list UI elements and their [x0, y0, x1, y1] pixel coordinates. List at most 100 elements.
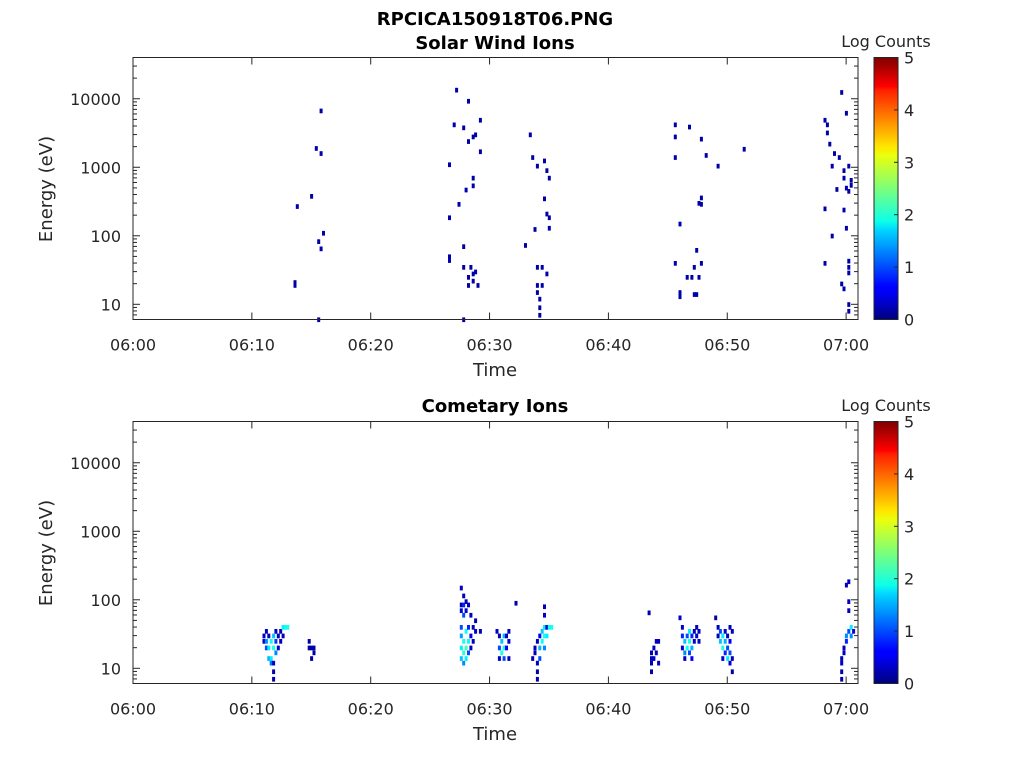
spectrogram-cell [840, 90, 844, 95]
cometary-plot-frame [132, 421, 859, 684]
spectrogram-cell [272, 645, 276, 651]
spectrogram-cell [540, 265, 544, 270]
spectrogram-cell [538, 296, 542, 302]
x-tick-label: 06:40 [585, 700, 631, 719]
spectrogram-cell [464, 656, 468, 661]
spectrogram-cell [538, 656, 542, 661]
spectrogram-cell [699, 195, 703, 201]
spectrogram-cell [726, 633, 730, 639]
solar-wind-panel: Solar Wind Ions 06:00 06:10 06:20 06:30 06:4… [36, 32, 931, 381]
colorbar-tick-label: 2 [904, 206, 914, 225]
solar-wind-colorbar-gradient [873, 57, 899, 320]
spectrogram-cell [844, 110, 848, 116]
spectrogram-cell [469, 265, 473, 270]
cometary-y-axis-label: Energy (eV) [36, 500, 57, 606]
spectrogram-cell [650, 656, 653, 661]
spectrogram-cell [279, 639, 283, 644]
spectrogram-cell [721, 656, 725, 661]
spectrogram-cell [543, 625, 546, 630]
y-tick-label: 10000 [70, 454, 121, 473]
spectrogram-cell [538, 312, 542, 318]
spectrogram-cell [847, 163, 851, 169]
colorbar-tick-label: 4 [904, 101, 914, 120]
spectrogram-cell [847, 265, 851, 270]
x-tick-label: 07:00 [823, 700, 869, 719]
spectrogram-cell [312, 645, 316, 651]
spectrogram-cell [524, 243, 527, 248]
spectrogram-cell [540, 639, 544, 644]
cometary-cells [262, 579, 856, 682]
spectrogram-cell [716, 163, 720, 169]
spectrogram-cell [314, 146, 318, 151]
spectrogram-cell [269, 656, 273, 661]
spectrogram-cell [462, 602, 466, 608]
cometary-x-ticks: 06:00 06:10 06:20 06:30 06:40 06:50 07:00 [110, 421, 869, 719]
spectrogram-cell [535, 290, 539, 295]
spectrogram-cell [464, 608, 468, 613]
spectrogram-cell [535, 639, 539, 644]
spectrogram-cell [680, 633, 684, 639]
spectrogram-cell [849, 178, 853, 183]
spectrogram-cell [533, 650, 537, 656]
y-tick-label: 10 [101, 659, 121, 678]
spectrogram-cell [507, 656, 511, 661]
spectrogram-cell [279, 629, 283, 634]
spectrogram-cell [685, 275, 689, 280]
spectrogram-cell [543, 612, 546, 618]
spectrogram-cell [469, 612, 473, 618]
x-tick-label: 06:10 [229, 336, 275, 355]
spectrogram-cell [697, 275, 701, 280]
cometary-colorbar-ticks: 0 1 2 3 4 5 [894, 413, 914, 694]
colorbar-tick-label: 0 [904, 311, 914, 330]
spectrogram-cell [842, 650, 846, 656]
spectrogram-cell [535, 676, 539, 682]
spectrogram-cell [540, 629, 544, 634]
spectrogram-cell [721, 633, 725, 639]
spectrogram-cell [478, 117, 482, 123]
spectrogram-cell [531, 155, 535, 160]
spectrogram-cell [293, 280, 297, 285]
spectrogram-cell [654, 639, 658, 644]
spectrogram-cell [690, 656, 694, 661]
spectrogram-cell [448, 258, 451, 263]
spectrogram-cell [849, 633, 853, 639]
spectrogram-cell [317, 239, 321, 244]
spectrogram-cell [847, 608, 851, 613]
y-tick-label: 10 [101, 295, 121, 314]
spectrogram-cell [545, 168, 549, 173]
spectrogram-cell [502, 645, 506, 651]
spectrogram-cell [678, 290, 682, 295]
solar-wind-x-ticks: 06:00 06:10 06:20 06:30 06:40 06:50 07:00 [110, 57, 869, 355]
spectrogram-cell [276, 633, 280, 639]
spectrogram-cell [267, 656, 271, 661]
x-tick-label: 06:50 [704, 336, 750, 355]
spectrogram-cell [448, 162, 451, 168]
spectrogram-cell [730, 669, 734, 675]
spectrogram-cell [695, 248, 699, 253]
spectrogram-cell [457, 202, 461, 207]
spectrogram-cell [264, 629, 268, 634]
spectrogram-cell [678, 221, 682, 227]
cometary-x-axis-label: Time [472, 724, 517, 745]
spectrogram-cell [545, 211, 549, 217]
spectrogram-cell [547, 225, 551, 231]
colorbar-tick-label: 1 [904, 622, 914, 641]
spectrogram-cell [647, 610, 651, 616]
panel-title-solar-wind: Solar Wind Ions [415, 33, 574, 54]
spectrogram-cell [467, 275, 470, 280]
spectrogram-cell [272, 676, 276, 682]
spectrogram-cell [726, 656, 730, 661]
spectrogram-cell [310, 645, 314, 651]
spectrogram-cell [728, 625, 732, 630]
spectrogram-cell [718, 639, 722, 644]
spectrogram-cell [262, 639, 266, 644]
spectrogram-cell [847, 629, 851, 634]
spectrogram-cell [847, 270, 851, 276]
spectrogram-cell [697, 639, 701, 644]
spectrogram-cell [692, 265, 696, 270]
spectrogram-cell [307, 639, 311, 644]
solar-wind-colorbar: Log Counts 0 1 2 3 4 5 [841, 32, 931, 330]
spectrogram-cell [695, 633, 699, 639]
spectrogram-cell [467, 602, 470, 608]
